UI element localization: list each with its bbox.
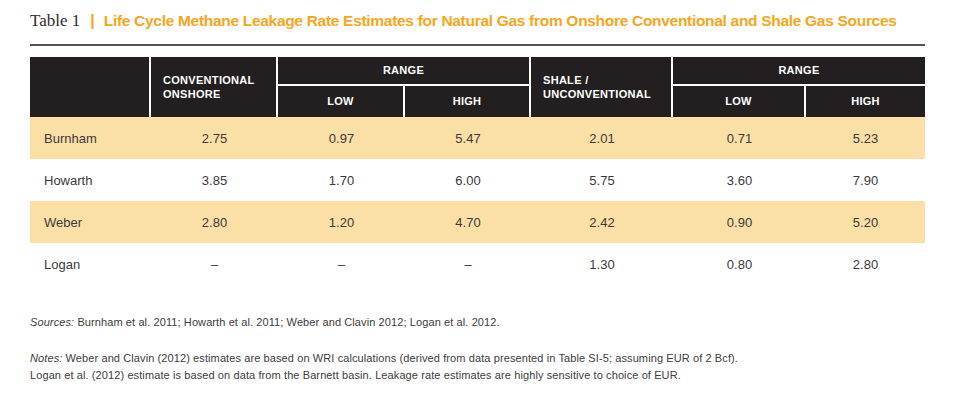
cell-range-high-shale: 5.23 [806, 131, 925, 146]
cell-shale: 2.42 [531, 215, 673, 230]
notes-text: Weber and Clavin (2012) estimates are ba… [66, 352, 738, 364]
header-cell-low-conventional: LOW [278, 86, 405, 117]
cell-range-low-conventional: 0.97 [278, 131, 405, 146]
header-cell-high-conventional: HIGH [405, 86, 531, 117]
notes-line-1: Notes: Weber and Clavin (2012) estimates… [30, 350, 930, 367]
page: Table 1 | Life Cycle Methane Leakage Rat… [0, 0, 955, 402]
cell-conventional: – [151, 257, 278, 272]
cell-shale: 5.75 [531, 173, 673, 188]
notes-line-2: Logan et al. (2012) estimate is based on… [30, 367, 930, 384]
sources-label: Sources: [30, 316, 74, 328]
table-number-label: Table 1 [30, 11, 80, 31]
notes-label: Notes: [30, 352, 62, 364]
cell-range-high-shale: 2.80 [806, 257, 925, 272]
leakage-rate-table: CONVENTIONAL ONSHORE RANGE LOW HIGH SHAL… [30, 57, 925, 285]
header-cell-empty [30, 57, 151, 117]
cell-shale: 2.01 [531, 131, 673, 146]
sources-note: Sources: Burnham et al. 2011; Howarth et… [30, 316, 500, 328]
cell-range-high-conventional: 4.70 [405, 215, 531, 230]
cell-range-high-conventional: 5.47 [405, 131, 531, 146]
table-title: Table 1 | Life Cycle Methane Leakage Rat… [30, 11, 897, 31]
row-name: Burnham [30, 131, 151, 146]
table-row: Weber 2.80 1.20 4.70 2.42 0.90 5.20 [30, 201, 925, 243]
row-name: Weber [30, 215, 151, 230]
cell-range-low-conventional: 1.20 [278, 215, 405, 230]
header-cell-low-shale: LOW [673, 86, 806, 117]
title-text: Life Cycle Methane Leakage Rate Estimate… [104, 12, 897, 30]
table-row: Howarth 3.85 1.70 6.00 5.75 3.60 7.90 [30, 159, 925, 201]
table-header: CONVENTIONAL ONSHORE RANGE LOW HIGH SHAL… [30, 57, 925, 117]
header-cell-conventional-onshore: CONVENTIONAL ONSHORE [151, 57, 278, 117]
cell-range-high-conventional: – [405, 257, 531, 272]
cell-conventional: 3.85 [151, 173, 278, 188]
header-cell-range-shale: RANGE [673, 57, 925, 86]
title-rule [30, 44, 925, 46]
row-name: Howarth [30, 173, 151, 188]
cell-range-low-shale: 3.60 [673, 173, 806, 188]
cell-range-low-conventional: – [278, 257, 405, 272]
cell-range-low-shale: 0.80 [673, 257, 806, 272]
header-cell-range-conventional: RANGE [278, 57, 531, 86]
sources-text: Burnham et al. 2011; Howarth et al. 2011… [77, 316, 499, 328]
cell-range-high-conventional: 6.00 [405, 173, 531, 188]
cell-range-high-shale: 7.90 [806, 173, 925, 188]
cell-conventional: 2.75 [151, 131, 278, 146]
cell-range-low-shale: 0.90 [673, 215, 806, 230]
row-name: Logan [30, 257, 151, 272]
cell-range-high-shale: 5.20 [806, 215, 925, 230]
title-separator: | [90, 12, 94, 30]
cell-shale: 1.30 [531, 257, 673, 272]
header-cell-high-shale: HIGH [806, 86, 925, 117]
header-cell-shale-unconventional: SHALE / UNCONVENTIONAL [531, 57, 673, 117]
cell-range-low-shale: 0.71 [673, 131, 806, 146]
cell-conventional: 2.80 [151, 215, 278, 230]
notes-block: Notes: Weber and Clavin (2012) estimates… [30, 350, 930, 383]
table-row: Burnham 2.75 0.97 5.47 2.01 0.71 5.23 [30, 117, 925, 159]
cell-range-low-conventional: 1.70 [278, 173, 405, 188]
table-row: Logan – – – 1.30 0.80 2.80 [30, 243, 925, 285]
